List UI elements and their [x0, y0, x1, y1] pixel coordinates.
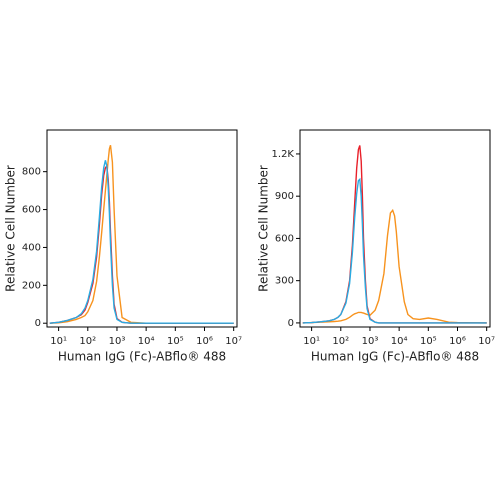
y-tick-label: 1.2K	[272, 149, 295, 160]
y-tick-label: 200	[22, 280, 41, 291]
y-tick-label: 0	[35, 318, 41, 329]
x-tick-label: 10⁵	[420, 336, 437, 347]
y-axis-label: Relative Cell Number	[4, 165, 18, 292]
y-tick-label: 300	[275, 276, 294, 287]
y-tick-label: 600	[22, 205, 41, 216]
x-tick-label: 10⁶	[449, 336, 466, 347]
x-tick-label: 10³	[362, 336, 379, 347]
x-tick-label: 10²	[332, 336, 349, 347]
x-tick-label: 10¹	[303, 336, 320, 347]
x-tick-label: 10³	[109, 336, 126, 347]
x-tick-label: 10⁷	[225, 336, 242, 347]
y-tick-label: 800	[22, 167, 41, 178]
x-axis-label: Human IgG (Fc)-ABflo® 488	[311, 350, 479, 364]
x-tick-label: 10⁴	[391, 336, 408, 347]
y-tick-label: 0	[288, 318, 294, 329]
y-tick-label: 600	[275, 233, 294, 244]
x-tick-label: 10⁴	[138, 336, 155, 347]
x-tick-label: 10¹	[50, 336, 67, 347]
series-line	[302, 145, 487, 324]
series-line	[49, 145, 234, 324]
series-line	[302, 208, 487, 324]
x-tick-label: 10⁵	[167, 336, 184, 347]
x-tick-label: 10⁶	[196, 336, 213, 347]
y-axis-label: Relative Cell Number	[257, 165, 271, 292]
y-tick-label: 900	[275, 191, 294, 202]
plot-frame	[46, 129, 238, 328]
x-axis-label: Human IgG (Fc)-ABflo® 488	[58, 350, 226, 364]
plot-frame	[299, 129, 491, 328]
series-line	[302, 177, 487, 324]
x-tick-label: 10²	[79, 336, 96, 347]
y-tick-label: 400	[22, 242, 41, 253]
series-line	[49, 164, 234, 324]
series-line	[49, 160, 234, 324]
x-tick-label: 10⁷	[478, 336, 495, 347]
